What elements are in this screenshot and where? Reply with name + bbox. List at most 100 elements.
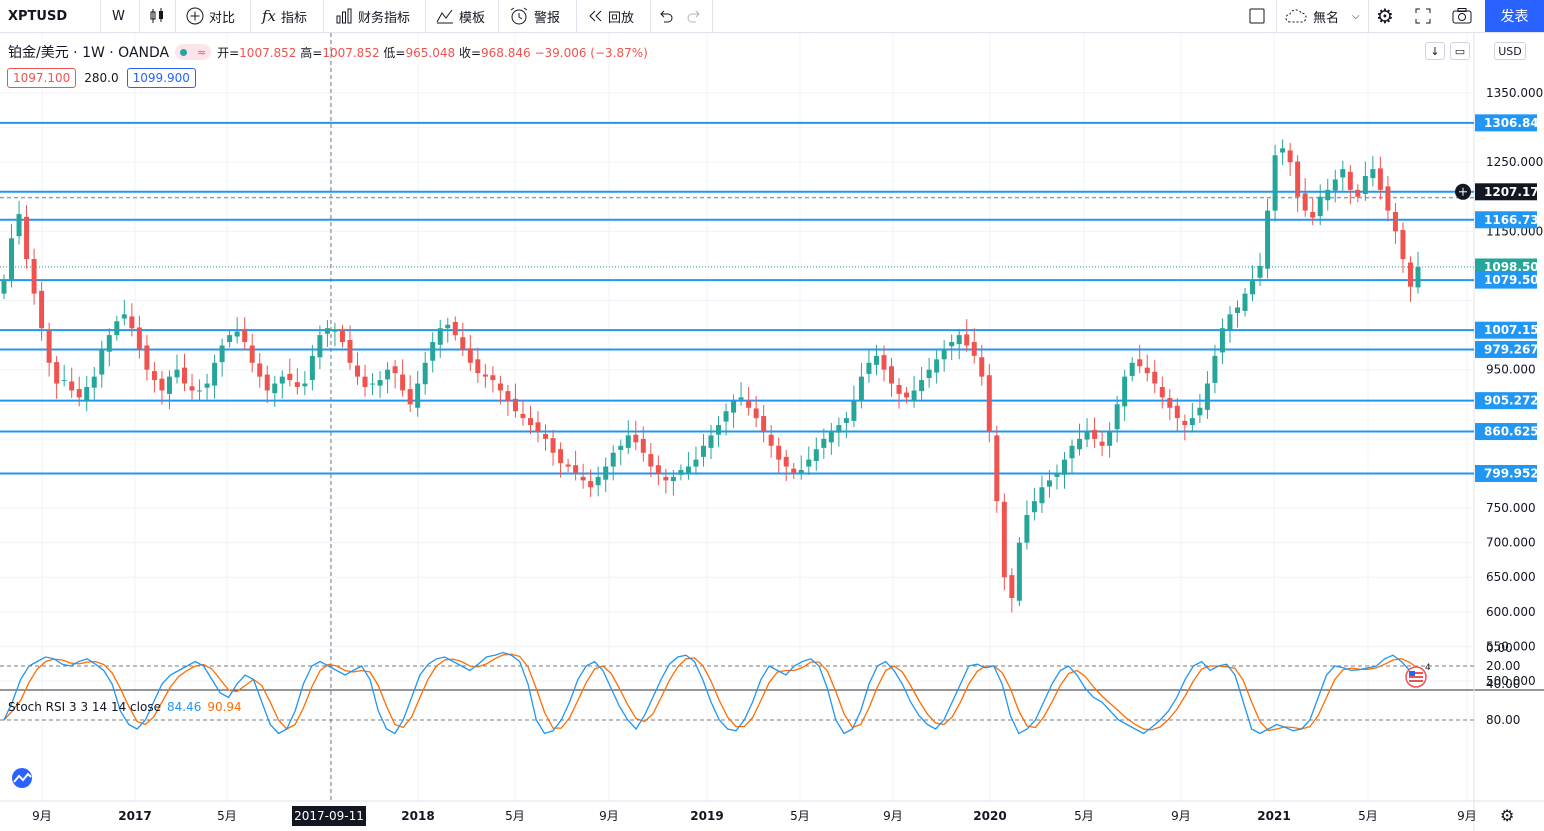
- candle-body: [1144, 367, 1150, 374]
- candle-body: [512, 398, 518, 412]
- price-tick-label: 750.000: [1486, 501, 1536, 515]
- candle-body: [956, 335, 962, 345]
- redo-button[interactable]: [686, 0, 702, 32]
- economic-events-button[interactable]: 4: [1405, 663, 1433, 693]
- price-tick-label: 600.000: [1486, 605, 1536, 619]
- tradingview-logo[interactable]: [8, 768, 36, 788]
- price-label-box: [1475, 114, 1537, 132]
- candle-body: [39, 290, 45, 329]
- candle-body: [565, 464, 571, 467]
- time-tick-label: 9月: [1457, 809, 1477, 823]
- candle-body: [994, 435, 1000, 502]
- candle-body: [151, 371, 157, 381]
- sell-price-button[interactable]: 1097.100: [7, 68, 77, 88]
- toolbar-divider: [498, 0, 499, 32]
- gear-icon: ⚙: [1376, 4, 1394, 28]
- high-value: 1007.852: [322, 45, 380, 60]
- candle-body: [1325, 189, 1331, 201]
- replay-label: 回放: [608, 10, 635, 26]
- candle-body: [1227, 314, 1233, 330]
- chart-canvas[interactable]: 1350.0001250.0001150.000950.000750.00070…: [0, 33, 1544, 831]
- candle-body: [1077, 438, 1083, 450]
- candle-body: [234, 331, 240, 337]
- close-label: 收=: [458, 45, 481, 60]
- alert-button[interactable]: 警报: [509, 0, 560, 32]
- candle-body: [490, 375, 496, 381]
- candle-body: [106, 335, 112, 352]
- toolbar-divider: [139, 0, 140, 32]
- scale-settings-button[interactable]: ⚙: [1500, 806, 1514, 825]
- candle-body: [1107, 431, 1113, 446]
- candle-body: [16, 214, 22, 237]
- function-icon: fx: [262, 7, 277, 25]
- buy-price-button[interactable]: 1099.900: [126, 68, 196, 88]
- candle-body: [1031, 501, 1037, 513]
- candle-body: [828, 431, 834, 443]
- candle-body: [84, 387, 90, 401]
- stoch-tick-label: 0.00: [1486, 641, 1513, 655]
- candle-body: [400, 374, 406, 391]
- layout-save-button[interactable]: 無名 ⌵: [1284, 0, 1360, 32]
- candle-body: [129, 316, 135, 329]
- candle-body: [1137, 359, 1143, 367]
- candle-body: [1122, 376, 1128, 407]
- templates-button[interactable]: 模板: [436, 0, 485, 32]
- financials-button[interactable]: 财务指标: [335, 0, 410, 32]
- candle-body: [1212, 355, 1218, 383]
- candle-body: [370, 383, 376, 385]
- candle-body: [197, 390, 203, 392]
- time-tick-label: 5月: [1074, 809, 1094, 823]
- compare-button[interactable]: 对比: [186, 0, 235, 32]
- settings-button[interactable]: ⚙: [1376, 0, 1394, 32]
- price-label-box: [1475, 392, 1537, 410]
- price-tick-label: 650.000: [1486, 570, 1536, 584]
- price-label: 1079.508: [1484, 273, 1544, 287]
- candle-body: [806, 459, 812, 467]
- candle-body: [1332, 179, 1338, 191]
- candle-body: [407, 389, 413, 405]
- fullscreen-button[interactable]: [1414, 0, 1432, 32]
- candle-body: [445, 324, 451, 329]
- candle-body: [610, 452, 616, 467]
- candle-body: [467, 348, 473, 363]
- stoch-tick-label: 80.00: [1486, 713, 1520, 727]
- publish-button[interactable]: 发表: [1485, 0, 1544, 32]
- candle-body: [836, 425, 842, 433]
- scroll-down-button[interactable]: ↓: [1425, 42, 1445, 60]
- layout-name: 無名: [1313, 10, 1340, 26]
- stoch-rsi-title: Stoch RSI 3 3 14 14 close: [8, 700, 161, 714]
- candle-body: [1174, 405, 1180, 419]
- candle-body: [527, 418, 533, 426]
- interval-button[interactable]: W: [112, 0, 125, 32]
- stoch-rsi-legend: Stoch RSI 3 3 14 14 close 84.46 90.94: [8, 700, 242, 714]
- symbol-search-button[interactable]: XPTUSD: [8, 0, 67, 32]
- time-tick-label: 5月: [790, 809, 810, 823]
- indicators-button[interactable]: fx 指标: [262, 0, 307, 32]
- market-status-badge[interactable]: ≈: [175, 44, 212, 60]
- candle-body: [1092, 429, 1098, 439]
- chart-type-button[interactable]: [148, 0, 166, 32]
- currency-badge[interactable]: USD: [1494, 42, 1526, 60]
- candle-body: [144, 345, 150, 370]
- plus-circle-icon: [186, 7, 204, 25]
- replay-button[interactable]: 回放: [587, 0, 634, 32]
- price-tick-label: 550.000: [1486, 639, 1536, 653]
- snapshot-button[interactable]: [1452, 0, 1472, 32]
- fullscreen-layout-button[interactable]: [1248, 0, 1266, 32]
- toolbar-divider: [1368, 0, 1369, 32]
- low-label: 低=: [383, 45, 406, 60]
- candle-body: [964, 334, 970, 346]
- compare-label: 对比: [209, 10, 236, 26]
- alarm-clock-icon: [509, 7, 529, 25]
- candle-body: [1039, 487, 1045, 504]
- price-tick-label: 500.000: [1486, 674, 1536, 688]
- candle-body: [655, 465, 661, 474]
- undo-button[interactable]: [658, 0, 674, 32]
- candle-body: [324, 328, 330, 334]
- candle-body: [1084, 431, 1090, 440]
- maximize-pane-button[interactable]: ▭: [1450, 42, 1470, 60]
- ohlc-values: 开=1007.852 高=1007.852 低=965.048 收=968.84…: [217, 44, 648, 61]
- toolbar-divider: [175, 0, 176, 32]
- candle-body: [603, 466, 609, 480]
- candle-body: [31, 259, 37, 294]
